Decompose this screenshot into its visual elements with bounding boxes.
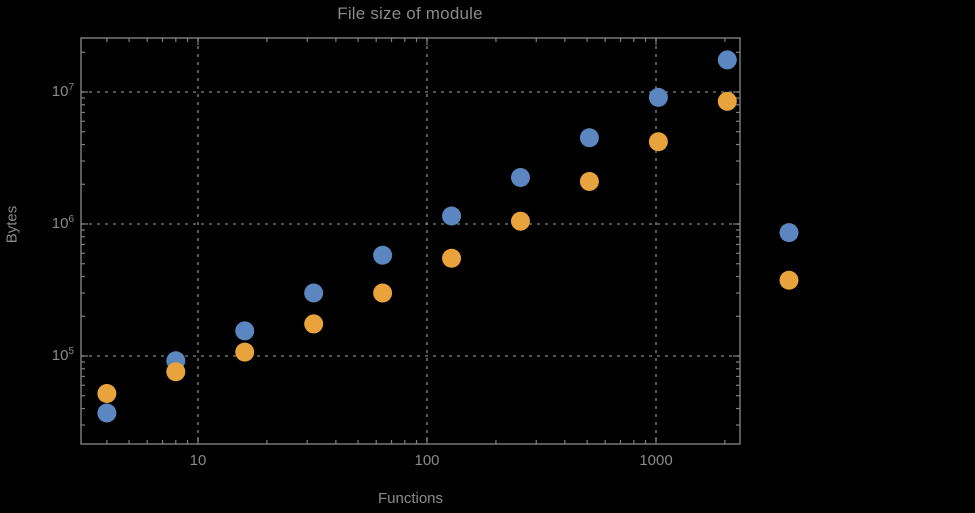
data-point-blue[interactable]: [648, 87, 668, 107]
plot-frame: [80, 37, 741, 445]
data-point-blue[interactable]: [235, 321, 255, 341]
data-point-blue[interactable]: [304, 283, 324, 303]
data-point-orange[interactable]: [717, 91, 737, 111]
x-axis-label: Functions: [377, 490, 444, 507]
data-point-orange[interactable]: [235, 342, 255, 362]
data-point-orange-swatch[interactable]: [779, 270, 799, 290]
y-tick-1e5: 105: [30, 347, 74, 365]
y-tick-label: 106: [51, 214, 74, 233]
chart-title: File size of module: [337, 4, 483, 23]
y-tick-label: 107: [51, 82, 74, 101]
data-point-blue[interactable]: [579, 128, 599, 148]
y-tick-1e7: 107: [30, 83, 74, 101]
x-tick-label: 1000: [639, 452, 673, 469]
data-point-orange[interactable]: [304, 314, 324, 334]
data-point-orange[interactable]: [442, 248, 462, 268]
data-point-orange[interactable]: [648, 132, 668, 152]
data-point-orange[interactable]: [97, 383, 117, 403]
y-tick-1e6: 106: [30, 215, 74, 233]
data-point-blue-swatch[interactable]: [779, 223, 799, 243]
data-point-blue[interactable]: [97, 403, 117, 423]
data-point-orange[interactable]: [373, 283, 393, 303]
x-tick-10: 10: [168, 452, 228, 470]
data-point-orange[interactable]: [579, 171, 599, 191]
data-point-orange[interactable]: [166, 362, 186, 382]
data-point-blue[interactable]: [373, 245, 393, 265]
x-tick-label: 100: [414, 452, 440, 469]
x-tick-label: 10: [189, 452, 207, 469]
data-point-blue[interactable]: [510, 168, 530, 188]
data-point-blue[interactable]: [442, 206, 462, 226]
data-point-blue[interactable]: [717, 50, 737, 70]
data-point-orange[interactable]: [510, 211, 530, 231]
x-tick-1000: 1000: [626, 452, 686, 470]
x-tick-100: 100: [397, 452, 457, 470]
y-tick-label: 105: [51, 346, 74, 365]
